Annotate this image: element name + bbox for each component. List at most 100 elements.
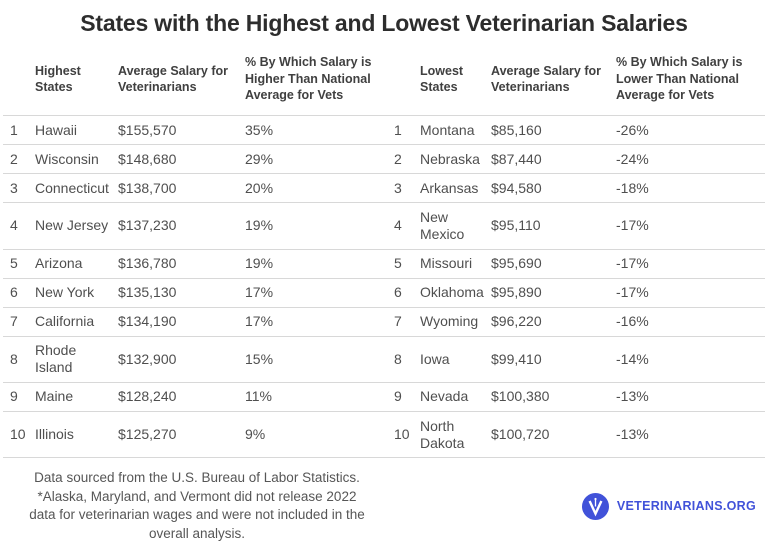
table-row: 10 Illinois $125,270 9% 10 North Dakota … — [3, 412, 765, 458]
rank-cell: 4 — [394, 217, 402, 234]
state-cell: Nevada — [420, 388, 469, 405]
salary-cell: $128,240 — [118, 388, 177, 405]
salary-cell: $100,720 — [491, 426, 550, 443]
pct-cell: -18% — [616, 179, 649, 196]
pct-cell: 15% — [245, 350, 274, 367]
pct-cell: 9% — [245, 426, 266, 443]
pct-cell: 19% — [245, 255, 274, 272]
state-cell: Nebraska — [420, 150, 480, 167]
table-row: 2 Wisconsin $148,680 29% 2 Nebraska $87,… — [3, 145, 765, 174]
salary-cell: $148,680 — [118, 150, 177, 167]
footnote-line: *Alaska, Maryland, and Vermont did not r… — [37, 488, 357, 504]
table-row: 3 Connecticut $138,700 20% 3 Arkansas $9… — [3, 174, 765, 203]
salary-cell: $94,580 — [491, 179, 542, 196]
salary-cell: $125,270 — [118, 426, 177, 443]
state-cell: Arkansas — [420, 179, 479, 196]
logo-text: VETERINARIANS.ORG — [616, 499, 756, 514]
page-title: States with the Highest and Lowest Veter… — [80, 10, 688, 36]
pct-cell: 29% — [245, 150, 274, 167]
table-row: 1 Hawaii $155,570 35% 1 Montana $85,160 … — [3, 116, 765, 145]
rank-cell: 8 — [394, 350, 402, 367]
rank-cell: 1 — [394, 121, 402, 138]
table-row: 5 Arizona $136,780 19% 5 Missouri $95,69… — [3, 249, 765, 279]
salary-table: Highest States Average Salary for Veteri… — [3, 40, 765, 458]
pct-cell: 20% — [245, 179, 274, 196]
rank-column-header — [3, 40, 28, 115]
veterinarians-logo-icon — [581, 492, 609, 520]
pct-cell: 17% — [245, 284, 274, 301]
rank-cell: 3 — [10, 179, 18, 196]
state-cell: Missouri — [420, 255, 473, 272]
rank-column-header — [387, 40, 413, 115]
salary-cell: $134,190 — [118, 313, 177, 330]
state-cell: Hawaii — [35, 121, 78, 138]
state-cell: Oklahoma — [420, 284, 484, 301]
pct-cell: -16% — [616, 313, 649, 330]
salary-cell: $100,380 — [491, 388, 550, 405]
pct-cell: -17% — [616, 284, 649, 301]
rank-cell: 8 — [10, 350, 18, 367]
pct-cell: 11% — [245, 388, 272, 405]
salary-cell: $136,780 — [118, 255, 177, 272]
state-cell: Connecticut — [35, 179, 109, 196]
state-cell: California — [35, 313, 95, 330]
salary-cell: $85,160 — [491, 121, 542, 138]
state-cell: North Dakota — [420, 417, 465, 451]
infographic-page: States with the Highest and Lowest Veter… — [0, 10, 768, 557]
state-cell: Iowa — [420, 350, 450, 367]
table-row: 7 California $134,190 17% 7 Wyoming $96,… — [3, 307, 765, 337]
rank-cell: 6 — [10, 284, 18, 301]
salary-cell: $96,220 — [491, 313, 542, 330]
footnote: Data sourced from the U.S. Bureau of Lab… — [6, 469, 388, 543]
salary-cell: $137,230 — [118, 217, 177, 234]
rank-cell: 9 — [394, 388, 402, 405]
salary-cell: $95,110 — [491, 217, 541, 234]
pct-cell: -13% — [616, 426, 649, 443]
state-cell: New Jersey — [35, 217, 109, 234]
lowest-pct-header: % By Which Salary is Lower Than National… — [616, 55, 743, 102]
pct-cell: -24% — [616, 150, 649, 167]
rank-cell: 6 — [394, 284, 402, 301]
rank-cell: 7 — [394, 313, 402, 330]
rank-cell: 10 — [394, 426, 410, 443]
rank-cell: 5 — [394, 255, 402, 272]
table-row: 6 New York $135,130 17% 6 Oklahoma $95,8… — [3, 278, 765, 308]
rank-cell: 10 — [10, 426, 26, 443]
pct-cell: 19% — [245, 217, 274, 234]
pct-cell: -17% — [616, 255, 649, 272]
state-cell: Wyoming — [420, 313, 479, 330]
rank-cell: 9 — [10, 388, 18, 405]
salary-cell: $87,440 — [491, 150, 542, 167]
rank-cell: 3 — [394, 179, 402, 196]
salary-cell: $95,890 — [491, 284, 542, 301]
pct-cell: -26% — [616, 121, 649, 138]
table-row: 9 Maine $128,240 11% 9 Nevada $100,380 -… — [3, 382, 765, 412]
table-row: 4 New Jersey $137,230 19% 4 New Mexico $… — [3, 203, 765, 250]
highest-salary-header: Average Salary for Veterinarians — [118, 63, 229, 94]
footnote-line: overall analysis. — [148, 525, 246, 541]
salary-cell: $95,690 — [491, 255, 542, 272]
salary-cell: $132,900 — [118, 350, 177, 367]
salary-cell: $138,700 — [118, 179, 177, 196]
rank-cell: 7 — [10, 313, 18, 330]
highest-states-header: Highest States — [35, 63, 81, 94]
footnote-line: data for veterinarian wages and were not… — [29, 507, 365, 523]
pct-cell: -17% — [616, 217, 649, 234]
state-cell: Arizona — [35, 255, 83, 272]
rank-cell: 2 — [10, 150, 18, 167]
state-cell: Rhode Island — [35, 342, 77, 376]
state-cell: New York — [35, 284, 95, 301]
salary-cell: $135,130 — [118, 284, 177, 301]
salary-cell: $155,570 — [118, 121, 177, 138]
rank-cell: 2 — [394, 150, 402, 167]
lowest-states-header: Lowest States — [420, 63, 464, 94]
veterinarians-org-logo[interactable]: VETERINARIANS.ORG — [581, 492, 756, 520]
table-row: 8 Rhode Island $132,900 15% 8 Iowa $99,4… — [3, 336, 765, 383]
state-cell: Maine — [35, 388, 74, 405]
lowest-salary-header: Average Salary for Veterinarians — [491, 63, 602, 94]
footnote-line: Data sourced from the U.S. Bureau of Lab… — [34, 470, 360, 486]
footer: Data sourced from the U.S. Bureau of Lab… — [0, 458, 768, 543]
pct-cell: -14% — [616, 350, 649, 367]
header-row: Highest States Average Salary for Veteri… — [3, 40, 765, 116]
state-cell: Montana — [420, 121, 475, 138]
